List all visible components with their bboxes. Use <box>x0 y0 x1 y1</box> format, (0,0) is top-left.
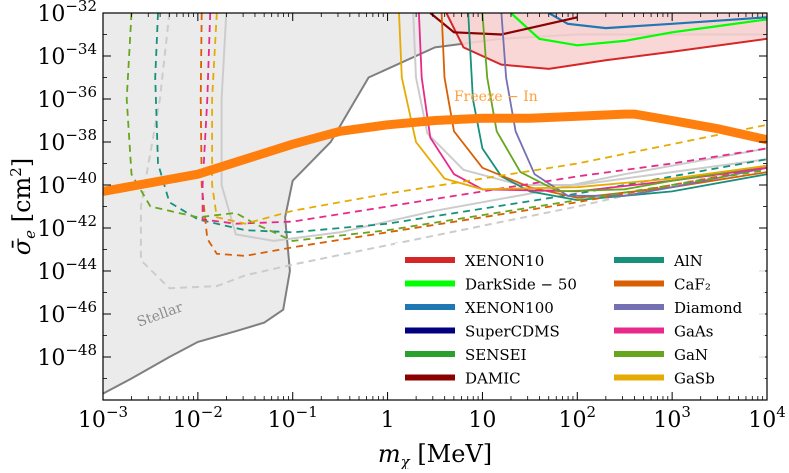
legend-label-gan: GaN <box>674 346 708 364</box>
legend-label-aln: AlN <box>673 252 703 270</box>
legend-label-xenon100: XENON100 <box>465 299 554 317</box>
y-tick-label: 10−44 <box>37 255 97 285</box>
y-tick-label: 10−48 <box>37 341 97 371</box>
freeze-in-label: Freeze − In <box>454 89 538 105</box>
y-axis-title: σ̄e [cm2] <box>7 158 39 255</box>
gray-curve-1 <box>220 13 767 242</box>
y-tick-label: 10−34 <box>37 40 97 70</box>
legend-label-sensei: SENSEI <box>465 346 527 364</box>
gaas-dashed-curve <box>201 13 767 225</box>
caf-solid-curve <box>440 13 767 199</box>
xenon10-line <box>445 13 767 70</box>
x-tick-label: 1 <box>381 408 395 433</box>
x-tick-label: 10−3 <box>78 403 128 433</box>
y-tick-label: 10−36 <box>37 83 97 113</box>
legend-label-xenon10: XENON10 <box>465 252 544 270</box>
x-tick-label: 10−2 <box>173 403 223 433</box>
aln-dashed-curve <box>154 13 767 234</box>
x-tick-label: 10 <box>468 408 496 433</box>
darkside-50-line <box>510 13 767 47</box>
legend-label-gasb: GaSb <box>674 370 715 388</box>
legend-label-diamond: Diamond <box>674 299 743 317</box>
gray-curve-3 <box>139 13 767 290</box>
stellar-region <box>103 13 767 394</box>
legend-label-caf: CaF₂ <box>674 276 711 294</box>
legend-background <box>395 243 765 391</box>
gasb-solid-curve <box>398 13 767 191</box>
legend-label-darkside-50: DarkSide − 50 <box>465 276 577 294</box>
x-tick-label: 103 <box>653 403 691 433</box>
y-tick-label: 10−38 <box>37 126 97 156</box>
gan-solid-curve <box>481 13 767 193</box>
legend-label-supercdms: SuperCDMS <box>465 323 560 341</box>
legend-label-gaas: GaAs <box>674 323 713 341</box>
x-tick-label: 102 <box>559 403 597 433</box>
aln-solid-curve <box>467 13 767 202</box>
gan-dashed-curve <box>125 13 767 242</box>
y-tick-label: 10−46 <box>37 298 97 328</box>
x-axis-title: mχ [MeV] <box>378 440 492 469</box>
stellar-boundary <box>103 33 767 395</box>
freeze-in-curve <box>103 109 767 196</box>
x-tick-label: 104 <box>748 403 786 433</box>
diamond-solid-curve <box>500 13 767 197</box>
y-tick-label: 10−32 <box>37 0 97 27</box>
plot-area <box>103 13 767 395</box>
legend-label-damic: DAMIC <box>465 370 521 388</box>
damic-line <box>429 13 578 36</box>
legend: XENON10 DarkSide − 50 XENON100 SuperCDMS SEN… <box>395 243 765 391</box>
gasb-dashed-curve <box>211 13 767 225</box>
y-tick-label: 10−40 <box>37 169 97 199</box>
x-tick-label: 10−1 <box>268 403 318 433</box>
y-tick-label: 10−42 <box>37 212 97 242</box>
